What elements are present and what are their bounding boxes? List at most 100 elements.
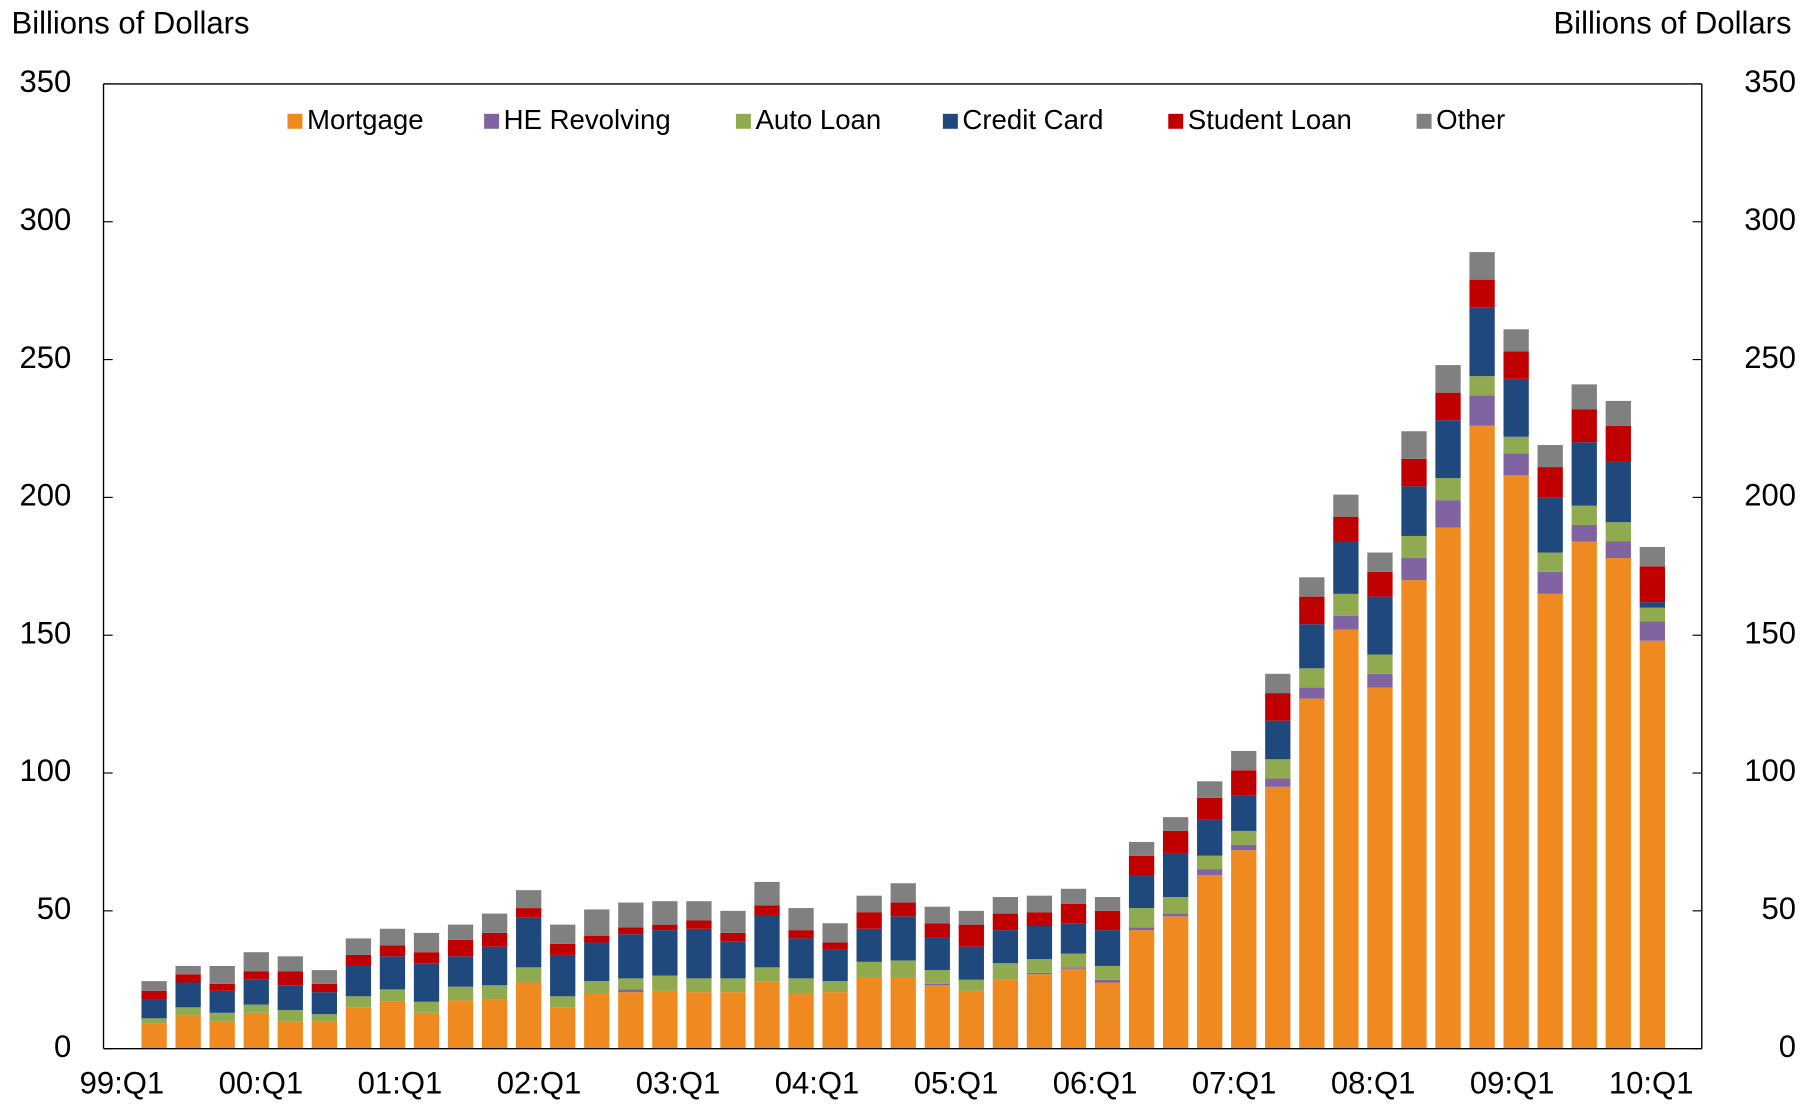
legend-swatch [484, 113, 500, 129]
bar-segment [618, 978, 644, 990]
bar-segment [1060, 923, 1087, 954]
y-tick-label: 300 [20, 202, 72, 237]
bar-segment [1128, 927, 1155, 931]
x-tick-label: 05:Q1 [914, 1066, 999, 1101]
bar-segment [1605, 558, 1631, 1049]
bar-segment [1605, 522, 1631, 542]
bar-segment [822, 981, 848, 993]
bar-segment [1435, 527, 1461, 1049]
bar-segment [652, 924, 678, 931]
bar-segment [1639, 607, 1665, 622]
bar-segment [175, 1015, 201, 1049]
bar-segment [890, 883, 916, 903]
bar-segment [1401, 535, 1427, 559]
bar-segment [992, 979, 1019, 1049]
bar-segment [652, 930, 678, 976]
bar-segment [447, 939, 474, 957]
x-tick-label: 99:Q1 [80, 1066, 165, 1101]
bar-segment [754, 967, 780, 982]
bar-segment [1128, 908, 1155, 928]
bar-segment [1265, 778, 1291, 787]
x-tick-label: 04:Q1 [775, 1066, 860, 1101]
bar-segment [379, 956, 406, 990]
x-tick-label: 08:Q1 [1331, 1066, 1416, 1101]
bar-segment [584, 935, 610, 943]
bar-segment [1401, 558, 1427, 581]
bar-segment [856, 961, 882, 977]
x-tick-label: 07:Q1 [1192, 1066, 1277, 1101]
bar-segment [1197, 875, 1223, 1049]
y2-tick-label: 100 [1744, 753, 1796, 788]
bar-segment [277, 956, 303, 972]
y-tick-label: 150 [20, 615, 72, 650]
bar-segment [311, 1014, 338, 1022]
bar-segment [1401, 431, 1427, 459]
bar-segment [1197, 781, 1223, 798]
bar-segment [277, 1021, 303, 1049]
bar-segment [481, 913, 508, 933]
bar-segment [1639, 602, 1665, 608]
y2-tick-label: 300 [1744, 202, 1796, 237]
bar-segment [1503, 436, 1529, 454]
bar-segment [1333, 629, 1359, 1049]
legend-swatch [287, 113, 303, 129]
bar-segment [1162, 830, 1189, 853]
bar-segment [1503, 475, 1529, 1049]
bar-segment [379, 1001, 406, 1049]
bar-segment [1026, 959, 1053, 973]
y-tick-label: 100 [20, 753, 72, 788]
bar-segment [1435, 365, 1461, 393]
bar-segment [584, 993, 610, 1049]
bar-segment [958, 924, 984, 947]
bar-segment [856, 928, 882, 962]
bar-segment [379, 928, 406, 946]
y-tick-label: 0 [54, 1029, 71, 1064]
bar-segment [720, 992, 746, 1049]
bar-segment [175, 1007, 201, 1016]
bar-segment [1265, 720, 1291, 760]
bar-segment [243, 1004, 269, 1013]
bar-segment [1469, 425, 1495, 1049]
bar-segment [1537, 593, 1563, 1049]
legend-label: Mortgage [307, 104, 424, 135]
bar-segment [1435, 500, 1461, 528]
x-tick-label: 10:Q1 [1609, 1066, 1694, 1101]
bar-segment [1299, 624, 1325, 669]
bar-segment [1639, 640, 1665, 1049]
bar-segment [1639, 547, 1665, 567]
bar-segment [345, 954, 372, 966]
bar-segment [1162, 817, 1189, 831]
y-tick-label: 200 [20, 478, 72, 513]
bar-segment [1265, 673, 1291, 694]
bar-segment [1026, 974, 1053, 1049]
bar-segment [1537, 571, 1563, 594]
bar-segment [924, 906, 950, 924]
bar-segment [788, 993, 814, 1049]
bar-segment [924, 970, 950, 984]
bar-segment [481, 932, 508, 947]
bar-segment [618, 927, 644, 935]
legend-label: HE Revolving [504, 104, 671, 135]
x-tick-label: 03:Q1 [636, 1066, 721, 1101]
bar-segment [311, 992, 338, 1015]
bar-segment [652, 990, 678, 1049]
bar-segment [141, 1023, 167, 1049]
bar-segment [822, 949, 848, 982]
bar-segment [1605, 541, 1631, 559]
bar-segment [175, 982, 201, 1008]
x-tick-label: 09:Q1 [1470, 1066, 1555, 1101]
bar-segment [754, 981, 780, 1049]
bar-segment [1060, 967, 1087, 969]
bar-segment [413, 1012, 440, 1049]
bar-segment [1333, 615, 1359, 630]
bar-segment [1094, 930, 1121, 966]
bar-segment [277, 971, 303, 986]
bar-segment [516, 890, 542, 909]
bar-segment [1094, 965, 1121, 980]
bar-segment [958, 910, 984, 925]
bar-segment [1128, 855, 1155, 876]
bar-segment [1571, 524, 1597, 542]
bar-segment [1469, 395, 1495, 426]
